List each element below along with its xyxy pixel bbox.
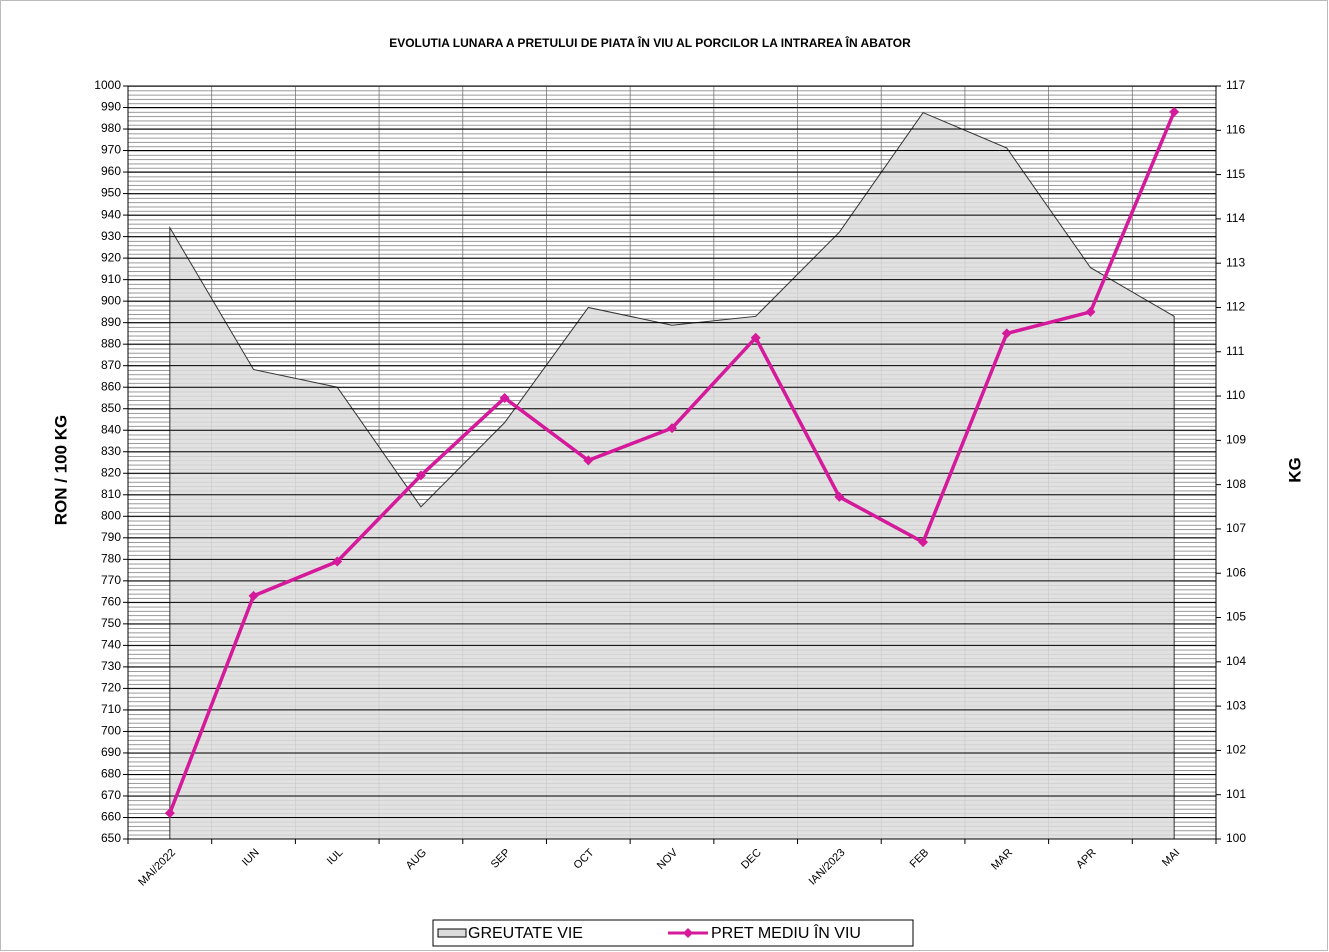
y-tick-label: 820 xyxy=(101,465,121,479)
y2-tick-label: 110 xyxy=(1226,388,1245,402)
y2-tick-label: 108 xyxy=(1226,477,1246,491)
y-tick-label: 700 xyxy=(101,724,121,738)
y-tick-label: 890 xyxy=(101,315,121,329)
y-tick-label: 740 xyxy=(101,638,121,652)
y-tick-label: 930 xyxy=(101,229,121,243)
marker xyxy=(499,392,510,403)
y-tick-label: 760 xyxy=(101,595,121,609)
y-tick-label: 710 xyxy=(101,702,121,716)
legend-swatch-marker xyxy=(683,928,693,938)
y-tick-label: 850 xyxy=(101,401,121,415)
y-tick-label: 960 xyxy=(101,164,121,178)
legend-label: PRET MEDIU ÎN VIU xyxy=(711,923,861,942)
y2-tick-label: 112 xyxy=(1226,300,1245,314)
y2-tick-label: 109 xyxy=(1226,433,1246,447)
y-tick-label: 870 xyxy=(101,358,121,372)
y-axis-label: RON / 100 KG xyxy=(51,415,70,526)
y-tick-label: 970 xyxy=(101,143,121,157)
y-tick-label: 770 xyxy=(101,573,121,587)
y2-tick-label: 111 xyxy=(1226,344,1245,358)
y2-tick-label: 113 xyxy=(1226,255,1245,269)
y-tick-label: 860 xyxy=(101,379,121,393)
y2-tick-label: 107 xyxy=(1226,521,1246,535)
legend-swatch xyxy=(437,928,467,938)
marker xyxy=(1001,328,1012,339)
y-tick-label: 900 xyxy=(101,293,121,307)
y-tick-label: 840 xyxy=(101,422,121,436)
y-tick-label: 670 xyxy=(101,788,121,802)
y2-tick-label: 101 xyxy=(1226,787,1246,801)
y2-axis-label: KG xyxy=(1285,457,1304,483)
y-tick-label: 790 xyxy=(101,530,121,544)
marker xyxy=(918,537,929,548)
y2-tick-label: 115 xyxy=(1226,167,1245,181)
chart-title: EVOLUTIA LUNARA A PRETULUI DE PIATA ÎN V… xyxy=(389,35,911,50)
marker xyxy=(667,423,677,434)
y2-tick-label: 100 xyxy=(1226,831,1246,845)
y-tick-label: 730 xyxy=(101,659,121,673)
y2-tick-label: 117 xyxy=(1226,78,1245,92)
y-tick-label: 720 xyxy=(101,681,121,695)
marker xyxy=(248,590,259,601)
y2-tick-label: 102 xyxy=(1226,743,1246,757)
y-tick-label: 810 xyxy=(101,487,121,501)
marker xyxy=(750,332,761,343)
y-tick-label: 680 xyxy=(101,767,121,781)
marker xyxy=(583,455,594,466)
y2-tick-label: 104 xyxy=(1226,654,1246,668)
y2-tick-label: 116 xyxy=(1226,122,1245,136)
y-tick-label: 990 xyxy=(101,100,121,114)
legend-label: GREUTATE VIE xyxy=(468,925,583,942)
marker xyxy=(332,556,343,567)
y-tick-label: 940 xyxy=(101,207,121,221)
marker xyxy=(834,491,845,502)
legend: GREUTATE VIE PRET MEDIU ÎN VIU xyxy=(432,919,914,947)
y-tick-label: 910 xyxy=(101,272,121,286)
y-tick-label: 920 xyxy=(101,250,121,264)
y-tick-label: 880 xyxy=(101,336,121,350)
marker xyxy=(164,808,175,819)
marker xyxy=(1169,106,1180,117)
marker xyxy=(1085,306,1096,317)
y-tick-label: 1000 xyxy=(94,78,121,92)
y-tick-label: 750 xyxy=(101,616,121,630)
area xyxy=(169,111,1175,840)
y-tick-label: 780 xyxy=(101,551,121,565)
y-tick-label: 690 xyxy=(101,745,121,759)
marker xyxy=(415,470,426,481)
y2-tick-label: 106 xyxy=(1226,565,1246,579)
y-tick-label: 980 xyxy=(101,121,121,135)
y-tick-label: 660 xyxy=(101,810,121,824)
y-tick-label: 830 xyxy=(101,444,121,458)
y2-tick-label: 105 xyxy=(1226,610,1246,624)
y-tick-label: 650 xyxy=(101,831,121,845)
y2-tick-label: 114 xyxy=(1226,211,1245,225)
y2-tick-label: 103 xyxy=(1226,698,1246,712)
y-tick-label: 950 xyxy=(101,186,121,200)
y-tick-label: 800 xyxy=(101,508,121,522)
